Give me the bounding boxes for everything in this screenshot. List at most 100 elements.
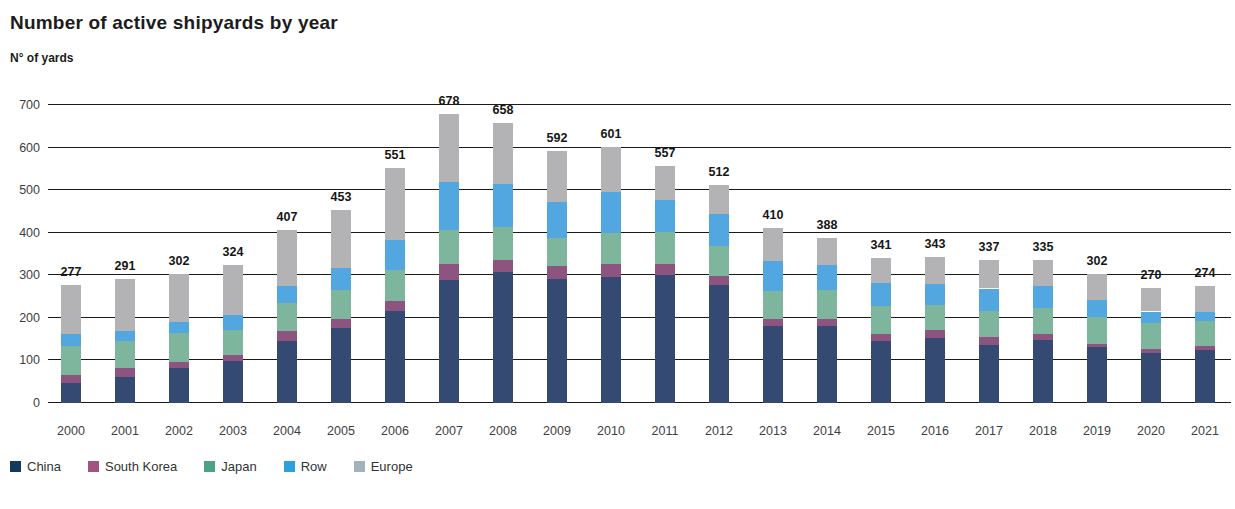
bar-segment-south-korea-2014	[817, 319, 837, 325]
bar-segment-south-korea-2011	[655, 264, 675, 275]
bar-segment-south-korea-2013	[763, 319, 783, 326]
bar-segment-europe-2013	[763, 228, 783, 260]
x-tick-label-2001: 2001	[111, 424, 139, 438]
x-tick-label-2000: 2000	[57, 424, 85, 438]
bar-segment-china-2005	[331, 328, 351, 403]
y-axis-unit-label: N° of yards	[10, 51, 73, 65]
bar-segment-japan-2018	[1033, 308, 1053, 334]
bar-segment-south-korea-2017	[979, 337, 999, 345]
bar-total-label-2013: 410	[763, 208, 784, 222]
legend-label-china: China	[27, 459, 61, 474]
x-tick-label-2012: 2012	[705, 424, 733, 438]
legend: ChinaSouth KoreaJapanRowEurope	[10, 459, 413, 474]
bar-segment-south-korea-2007	[439, 264, 459, 280]
bar-segment-europe-2011	[655, 166, 675, 200]
bar-total-label-2020: 270	[1141, 268, 1162, 282]
y-tick-label: 100	[4, 353, 40, 367]
bar-segment-europe-2003	[223, 265, 243, 315]
bar-total-label-2012: 512	[709, 165, 730, 179]
bar-segment-south-korea-2004	[277, 331, 297, 341]
bar-segment-japan-2014	[817, 290, 837, 319]
x-tick-label-2010: 2010	[597, 424, 625, 438]
bar-segment-south-korea-2008	[493, 260, 513, 272]
bar-segment-row-2002	[169, 322, 189, 333]
gridline-700	[48, 104, 1231, 105]
bar-segment-japan-2006	[385, 270, 405, 301]
bar-segment-china-2017	[979, 345, 999, 403]
x-tick-label-2018: 2018	[1029, 424, 1057, 438]
bar-segment-row-2001	[115, 331, 135, 341]
y-tick-label: 300	[4, 268, 40, 282]
bar-segment-europe-2006	[385, 168, 405, 239]
x-tick-label-2002: 2002	[165, 424, 193, 438]
bar-segment-china-2001	[115, 377, 135, 403]
bar-segment-europe-2019	[1087, 274, 1107, 300]
bar-segment-south-korea-2015	[871, 334, 891, 342]
bar-segment-japan-2008	[493, 227, 513, 260]
bar-segment-china-2021	[1195, 350, 1215, 403]
gridline-600	[48, 147, 1231, 148]
x-tick-label-2004: 2004	[273, 424, 301, 438]
bar-segment-row-2006	[385, 240, 405, 270]
bar-segment-china-2014	[817, 326, 837, 403]
bar-segment-europe-2002	[169, 274, 189, 321]
x-tick-label-2020: 2020	[1137, 424, 1165, 438]
x-tick-label-2019: 2019	[1083, 424, 1111, 438]
bar-total-label-2001: 291	[115, 259, 136, 273]
bar-segment-row-2020	[1141, 312, 1161, 324]
y-tick-label: 500	[4, 183, 40, 197]
bar-total-label-2004: 407	[277, 210, 298, 224]
bar-segment-south-korea-2012	[709, 276, 729, 285]
bar-segment-europe-2020	[1141, 288, 1161, 311]
bar-segment-china-2012	[709, 285, 729, 403]
bar-segment-japan-2017	[979, 311, 999, 337]
legend-swatch-japan	[204, 461, 215, 472]
x-tick-label-2015: 2015	[867, 424, 895, 438]
bar-segment-south-korea-2016	[925, 330, 945, 338]
bar-segment-japan-2011	[655, 232, 675, 264]
bar-segment-row-2011	[655, 200, 675, 232]
bar-total-label-2014: 388	[817, 218, 838, 232]
bar-segment-china-2019	[1087, 347, 1107, 403]
bar-segment-south-korea-2005	[331, 319, 351, 328]
bar-segment-row-2018	[1033, 286, 1053, 309]
bar-segment-europe-2009	[547, 151, 567, 202]
legend-swatch-china	[10, 461, 21, 472]
bar-segment-europe-2004	[277, 230, 297, 286]
bar-segment-row-2014	[817, 265, 837, 290]
legend-item-japan: Japan	[204, 459, 256, 474]
bar-segment-europe-2016	[925, 257, 945, 284]
bar-segment-south-korea-2003	[223, 355, 243, 361]
bar-segment-south-korea-2018	[1033, 334, 1053, 340]
x-tick-label-2005: 2005	[327, 424, 355, 438]
bar-total-label-2021: 274	[1195, 266, 1216, 280]
bar-total-label-2009: 592	[547, 131, 568, 145]
bar-total-label-2018: 335	[1033, 240, 1054, 254]
bar-total-label-2019: 302	[1087, 254, 1108, 268]
bar-total-label-2006: 551	[385, 148, 406, 162]
bar-segment-europe-2010	[601, 147, 621, 192]
bar-segment-south-korea-2002	[169, 362, 189, 368]
legend-label-south-korea: South Korea	[105, 459, 177, 474]
legend-swatch-europe	[354, 461, 365, 472]
bar-total-label-2003: 324	[223, 245, 244, 259]
x-tick-label-2016: 2016	[921, 424, 949, 438]
bar-segment-europe-2021	[1195, 286, 1215, 312]
chart-canvas: Number of active shipyards by year N° of…	[0, 0, 1235, 509]
bar-segment-japan-2005	[331, 290, 351, 319]
bar-segment-china-2008	[493, 272, 513, 403]
bar-segment-europe-2014	[817, 238, 837, 265]
x-tick-label-2008: 2008	[489, 424, 517, 438]
bar-segment-china-2011	[655, 275, 675, 403]
legend-label-europe: Europe	[371, 459, 413, 474]
bar-segment-europe-2001	[115, 279, 135, 331]
bar-segment-row-2000	[61, 334, 81, 345]
bar-segment-row-2003	[223, 315, 243, 330]
y-tick-label: 200	[4, 311, 40, 325]
bar-segment-south-korea-2000	[61, 375, 81, 382]
bar-segment-row-2009	[547, 202, 567, 238]
bar-segment-europe-2007	[439, 114, 459, 182]
bar-total-label-2005: 453	[331, 190, 352, 204]
bar-total-label-2015: 341	[871, 238, 892, 252]
bar-segment-europe-2008	[493, 123, 513, 184]
